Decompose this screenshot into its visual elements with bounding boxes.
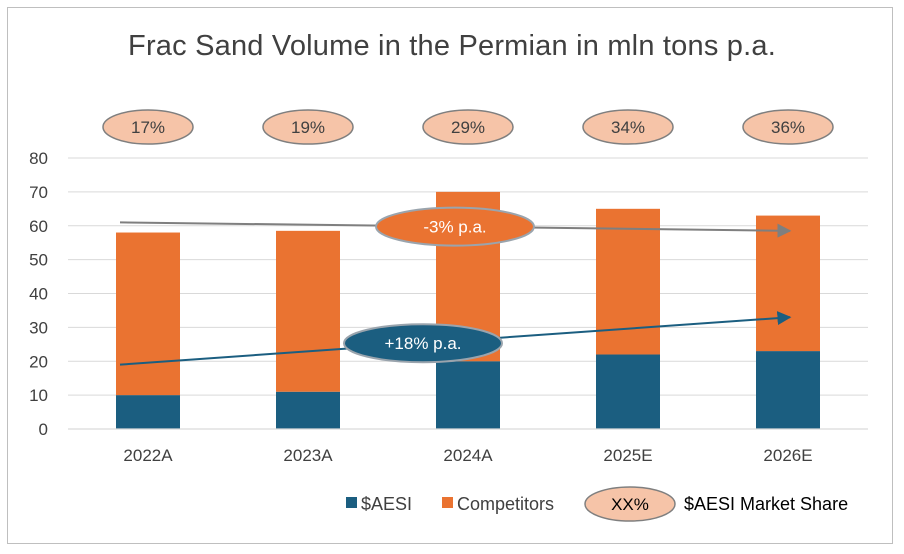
y-tick-label: 0	[39, 420, 48, 439]
legend-swatch	[346, 497, 357, 508]
y-tick-label: 70	[29, 183, 48, 202]
legend-market-share-label: $AESI Market Share	[684, 494, 848, 514]
market-share-label: 19%	[291, 118, 325, 137]
y-tick-label: 60	[29, 217, 48, 236]
legend-swatch	[442, 497, 453, 508]
y-tick-label: 50	[29, 251, 48, 270]
x-tick-label: 2022A	[123, 446, 173, 465]
market-share-bubble	[422, 109, 514, 145]
x-tick-label: 2024A	[443, 446, 493, 465]
x-tick-label: 2023A	[283, 446, 333, 465]
bar-aesi-2025e	[596, 354, 660, 429]
y-tick-label: 10	[29, 386, 48, 405]
y-tick-label: 80	[29, 149, 48, 168]
legend-label: Competitors	[457, 494, 554, 514]
legend-market-share-bubble	[584, 486, 676, 522]
bar-aesi-2023a	[276, 391, 340, 429]
trend-bubble	[343, 323, 503, 364]
chart-title: Frac Sand Volume in the Permian in mln t…	[128, 30, 776, 62]
bar-competitors-2022a	[116, 232, 180, 396]
legend-label: $AESI	[361, 494, 412, 514]
market-share-bubble	[262, 109, 354, 145]
market-share-label: 36%	[771, 118, 805, 137]
bar-competitors-2026e	[756, 215, 820, 352]
market-share-label: 17%	[131, 118, 165, 137]
x-tick-label: 2026E	[763, 446, 812, 465]
market-share-bubble	[742, 109, 834, 145]
bar-competitors-2025e	[596, 208, 660, 355]
trend-label: +18% p.a.	[384, 334, 461, 353]
y-tick-label: 30	[29, 318, 48, 337]
market-share-label: 34%	[611, 118, 645, 137]
legend-market-share-sample: XX%	[611, 495, 649, 514]
bar-competitors-2023a	[276, 230, 340, 392]
y-tick-label: 40	[29, 285, 48, 304]
trend-bubble	[375, 206, 535, 247]
bar-aesi-2026e	[756, 351, 820, 429]
bar-aesi-2024a	[436, 361, 500, 429]
market-share-bubble	[102, 109, 194, 145]
market-share-bubble	[582, 109, 674, 145]
y-tick-label: 20	[29, 352, 48, 371]
x-tick-label: 2025E	[603, 446, 652, 465]
trend-label: -3% p.a.	[423, 218, 486, 237]
bar-aesi-2022a	[116, 395, 180, 429]
market-share-label: 29%	[451, 118, 485, 137]
